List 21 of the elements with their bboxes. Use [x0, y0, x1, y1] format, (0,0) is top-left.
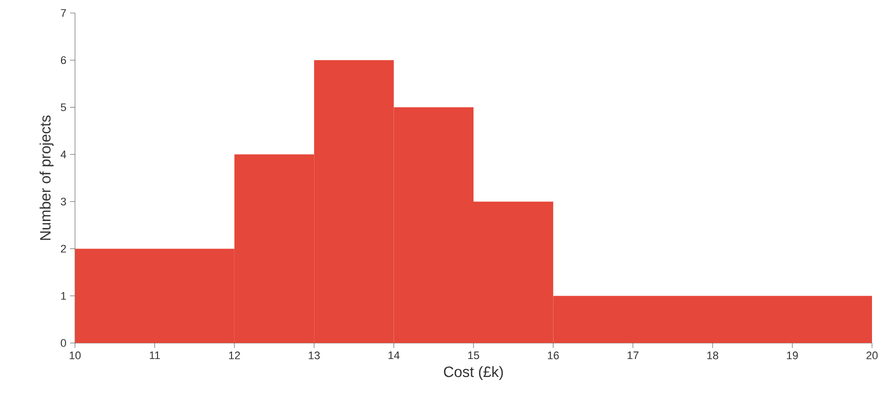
- x-tick-label: 15: [468, 352, 480, 360]
- y-tick-label: 6: [60, 56, 66, 64]
- y-tick-label: 5: [60, 103, 66, 112]
- x-tick-label: 13: [308, 352, 320, 360]
- y-tick-label: 3: [60, 198, 66, 206]
- x-tick-label: 12: [229, 352, 240, 360]
- y-tick-label: 0: [60, 339, 66, 347]
- x-axis-title: Cost (£k): [444, 366, 503, 380]
- x-tick-label: 10: [70, 352, 81, 360]
- x-tick-label: 11: [150, 352, 160, 360]
- y-tick-label: 7: [60, 9, 66, 17]
- x-tick-label: 20: [866, 352, 878, 360]
- x-tick-label: 19: [787, 352, 798, 360]
- y-tick-label: 2: [60, 244, 66, 253]
- x-tick-label: 16: [548, 352, 559, 360]
- x-tick-label: 14: [388, 352, 400, 360]
- y-tick-label: 1: [61, 292, 66, 300]
- y-tick-label: 4: [60, 150, 66, 158]
- y-axis-title: Number of projects: [40, 115, 54, 240]
- x-tick-label: 18: [707, 352, 718, 360]
- x-tick-label: 17: [628, 352, 638, 360]
